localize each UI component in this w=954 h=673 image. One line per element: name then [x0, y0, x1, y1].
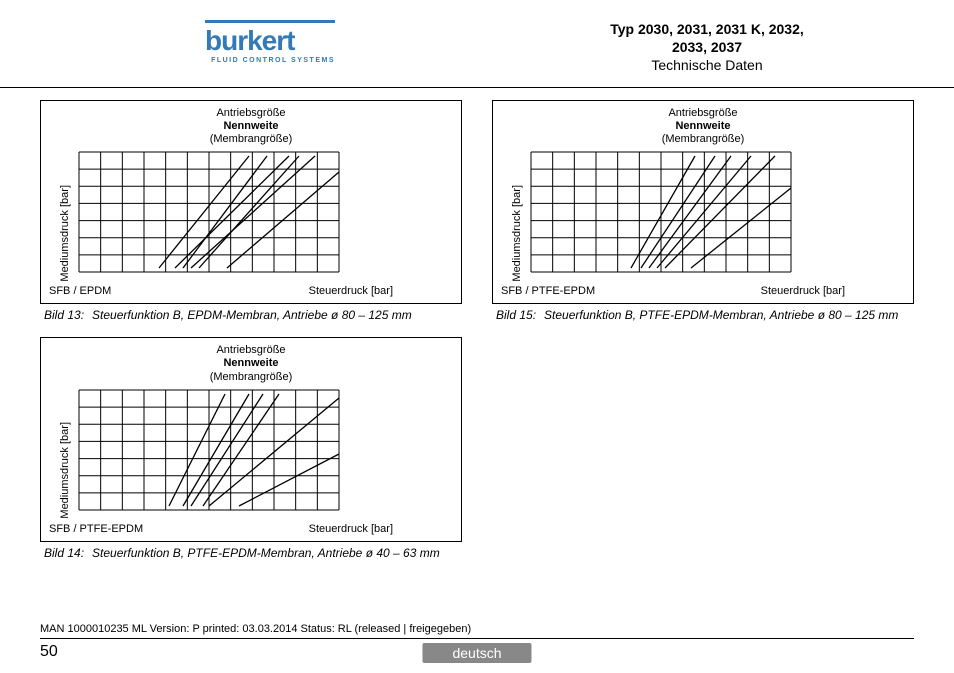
chart-head1: Antriebsgröße — [501, 107, 905, 120]
content: Antriebsgröße Nennweite (Membrangröße) M… — [0, 100, 954, 575]
x-axis-label: Steuerdruck [bar] — [761, 285, 845, 297]
chart-head1: Antriebsgröße — [49, 107, 453, 120]
chart-svg-wrap — [527, 148, 905, 281]
header-rule — [0, 87, 954, 88]
page-number: 50 — [40, 643, 58, 661]
chart-foot: SFB / EPDM Steuerdruck [bar] — [49, 285, 453, 297]
chart-svg — [527, 148, 795, 276]
logo-text: burkert — [205, 27, 294, 55]
chart-box-1: Antriebsgröße Nennweite (Membrangröße) M… — [40, 337, 462, 542]
logo-subtext: FLUID CONTROL SYSTEMS — [211, 57, 335, 64]
chart-head2: Nennweite — [501, 120, 905, 133]
chart-head1: Antriebsgröße — [49, 344, 453, 357]
title-block: Typ 2030, 2031, 2031 K, 2032, 2033, 2037… — [500, 20, 914, 75]
logo: burkert FLUID CONTROL SYSTEMS — [205, 20, 335, 64]
title-line1: Typ 2030, 2031, 2031 K, 2032, — [500, 20, 914, 38]
chart-svg-wrap — [75, 386, 453, 519]
caption-label: Bild 13: — [44, 308, 84, 323]
caption-text: Steuerfunktion B, PTFE-EPDM-Membran, Ant… — [544, 308, 898, 323]
chart-head3: (Membrangröße) — [49, 371, 453, 384]
chart-svg-wrap — [75, 148, 453, 281]
chart-head2: Nennweite — [49, 120, 453, 133]
chart-body: Mediumsdruck [bar] — [49, 148, 453, 281]
title-line2: 2033, 2037 — [500, 38, 914, 56]
y-axis-label: Mediumsdruck [bar] — [511, 165, 523, 282]
chart-svg — [75, 386, 343, 514]
language-badge: deutsch — [422, 643, 531, 663]
chart-head: Antriebsgröße Nennweite (Membrangröße) — [49, 107, 453, 147]
y-axis-label: Mediumsdruck [bar] — [59, 165, 71, 282]
left-column: Antriebsgröße Nennweite (Membrangröße) M… — [40, 100, 462, 575]
chart-head: Antriebsgröße Nennweite (Membrangröße) — [501, 107, 905, 147]
logo-wrap: burkert FLUID CONTROL SYSTEMS — [40, 20, 500, 64]
x-axis-label: Steuerdruck [bar] — [309, 523, 393, 535]
title-sub: Technische Daten — [500, 56, 914, 74]
chart-foot: SFB / PTFE-EPDM Steuerdruck [bar] — [501, 285, 905, 297]
chart-head3: (Membrangröße) — [501, 133, 905, 146]
chart-box-0: Antriebsgröße Nennweite (Membrangröße) M… — [40, 100, 462, 305]
corner-label: SFB / EPDM — [49, 285, 111, 297]
chart-svg — [75, 148, 343, 276]
chart-body: Mediumsdruck [bar] — [501, 148, 905, 281]
chart-body: Mediumsdruck [bar] — [49, 386, 453, 519]
corner-label: SFB / PTFE-EPDM — [49, 523, 143, 535]
page-header: burkert FLUID CONTROL SYSTEMS Typ 2030, … — [0, 0, 954, 85]
man-line: MAN 1000010235 ML Version: P printed: 03… — [40, 623, 471, 635]
caption-label: Bild 14: — [44, 546, 84, 561]
chart-foot: SFB / PTFE-EPDM Steuerdruck [bar] — [49, 523, 453, 535]
right-column: Antriebsgröße Nennweite (Membrangröße) M… — [492, 100, 914, 575]
caption-text: Steuerfunktion B, PTFE-EPDM-Membran, Ant… — [92, 546, 440, 561]
x-axis-label: Steuerdruck [bar] — [309, 285, 393, 297]
caption-label: Bild 15: — [496, 308, 536, 323]
y-axis-label: Mediumsdruck [bar] — [59, 402, 71, 519]
chart-head: Antriebsgröße Nennweite (Membrangröße) — [49, 344, 453, 384]
chart-caption-1: Bild 14: Steuerfunktion B, PTFE-EPDM-Mem… — [44, 546, 462, 561]
chart-head2: Nennweite — [49, 357, 453, 370]
chart-box-2: Antriebsgröße Nennweite (Membrangröße) M… — [492, 100, 914, 305]
corner-label: SFB / PTFE-EPDM — [501, 285, 595, 297]
chart-head3: (Membrangröße) — [49, 133, 453, 146]
logo-bar — [205, 20, 335, 23]
chart-caption-0: Bild 13: Steuerfunktion B, EPDM-Membran,… — [44, 308, 462, 323]
footer-rule — [40, 638, 914, 639]
caption-text: Steuerfunktion B, EPDM-Membran, Antriebe… — [92, 308, 412, 323]
chart-caption-2: Bild 15: Steuerfunktion B, PTFE-EPDM-Mem… — [496, 308, 914, 323]
